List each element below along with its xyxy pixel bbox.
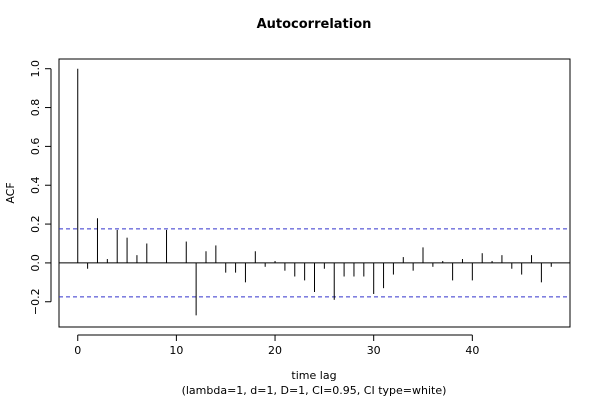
y-tick-label: 1.0	[29, 60, 42, 78]
x-tick-label: 40	[465, 344, 479, 357]
y-tick-label: 0.0	[29, 254, 42, 272]
y-axis-label: ACF	[4, 182, 17, 203]
x-tick-label: 10	[169, 344, 183, 357]
confidence-band-lines	[59, 228, 570, 298]
y-axis: −0.2 0.0 0.2 0.4 0.6 0.8 1.0	[29, 60, 52, 315]
y-tick-label: 0.8	[29, 99, 42, 117]
y-tick-label: 0.2	[29, 215, 42, 233]
y-tick-label: −0.2	[29, 288, 42, 315]
x-axis-label: time lag	[291, 369, 336, 382]
x-axis: 0 10 20 30 40	[74, 334, 479, 357]
chart-title: Autocorrelation	[257, 17, 372, 32]
acf-bars	[77, 68, 552, 316]
x-tick-label: 30	[367, 344, 381, 357]
y-tick-label: 0.6	[29, 138, 42, 156]
x-tick-label: 0	[74, 344, 81, 357]
x-tick-label: 20	[268, 344, 282, 357]
y-tick-label: 0.4	[29, 176, 42, 194]
plot-area-frame	[58, 58, 571, 328]
chart-subtitle: (lambda=1, d=1, D=1, CI=0.95, CI type=wh…	[182, 384, 447, 397]
